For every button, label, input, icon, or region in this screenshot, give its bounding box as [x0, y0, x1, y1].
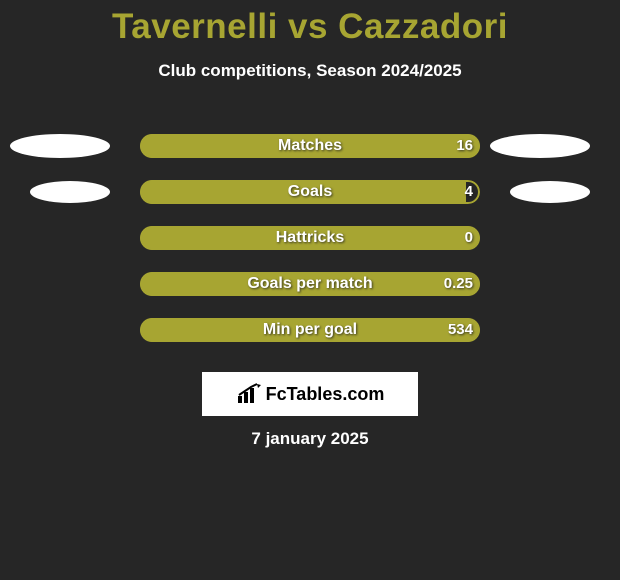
subtitle: Club competitions, Season 2024/2025 [0, 61, 620, 81]
player-oval-left [10, 134, 110, 158]
player-oval-right [510, 181, 590, 203]
stat-label: Goals [140, 180, 480, 204]
page-title: Tavernelli vs Cazzadori [0, 0, 620, 47]
stat-bar: Hattricks0 [140, 226, 480, 250]
stat-row: Goals per match0.25 [0, 261, 620, 307]
stat-value-right: 534 [448, 318, 473, 342]
stat-bar: Matches16 [140, 134, 480, 158]
date-text: 7 january 2025 [0, 429, 620, 449]
brand-chart-icon [236, 383, 262, 405]
stat-row: Matches16 [0, 123, 620, 169]
stat-bar: Goals per match0.25 [140, 272, 480, 296]
stat-label: Matches [140, 134, 480, 158]
stat-label: Min per goal [140, 318, 480, 342]
stat-value-right: 4 [465, 180, 473, 204]
stat-row: Hattricks0 [0, 215, 620, 261]
brand-box: FcTables.com [202, 372, 418, 416]
stats-container: Matches16 Goals4 Hattricks0 Goals per match… [0, 123, 620, 353]
stat-bar: Goals4 [140, 180, 480, 204]
stat-value-right: 0.25 [444, 272, 473, 296]
stat-value-right: 16 [456, 134, 473, 158]
player-oval-left [30, 181, 110, 203]
player-oval-right [490, 134, 590, 158]
stat-row: Goals4 [0, 169, 620, 215]
stat-row: Min per goal534 [0, 307, 620, 353]
stat-label: Hattricks [140, 226, 480, 250]
stat-value-right: 0 [465, 226, 473, 250]
stat-label: Goals per match [140, 272, 480, 296]
stat-bar: Min per goal534 [140, 318, 480, 342]
brand-text: FcTables.com [266, 384, 385, 405]
